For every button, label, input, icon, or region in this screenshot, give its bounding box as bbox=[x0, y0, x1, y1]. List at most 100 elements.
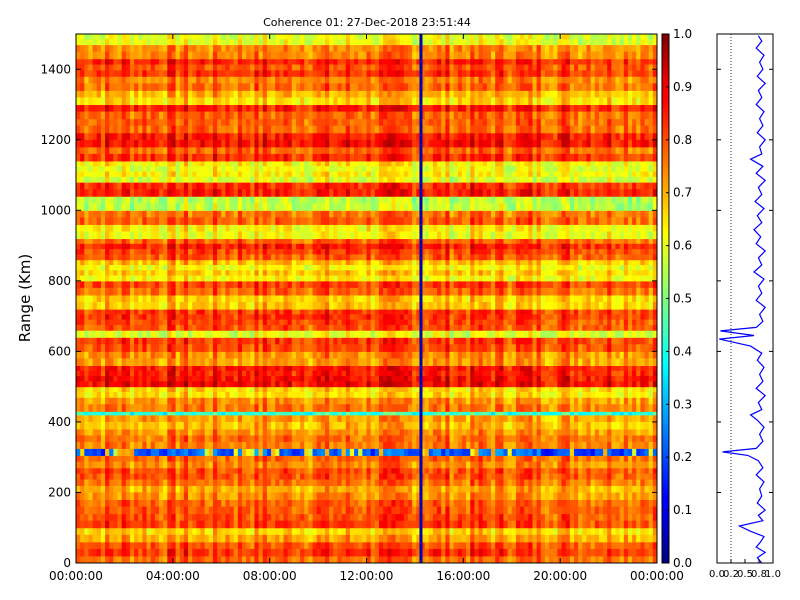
heatmap-cell bbox=[619, 548, 625, 557]
heatmap-cell bbox=[370, 435, 376, 443]
heatmap-cell bbox=[150, 448, 156, 456]
heatmap-cell bbox=[515, 548, 521, 557]
heatmap-cell bbox=[445, 548, 450, 557]
heatmap-cell bbox=[258, 421, 264, 430]
heatmap-cell bbox=[445, 441, 450, 449]
heatmap-cell bbox=[607, 534, 612, 543]
heatmap-cell bbox=[233, 534, 239, 543]
heatmap-cell bbox=[291, 428, 297, 436]
heatmap-cell bbox=[154, 455, 160, 463]
heatmap-cell bbox=[345, 527, 351, 536]
heatmap-cell bbox=[391, 520, 397, 529]
heatmap-cell bbox=[524, 520, 529, 529]
heatmap-cell bbox=[196, 534, 201, 543]
heatmap-cell bbox=[121, 479, 127, 486]
heatmap-cell bbox=[345, 370, 351, 377]
heatmap-cell bbox=[341, 555, 347, 564]
heatmap-cell bbox=[345, 397, 351, 405]
heatmap-cell bbox=[524, 376, 529, 382]
heatmap-cell bbox=[495, 411, 500, 416]
heatmap-cell bbox=[171, 555, 177, 564]
heatmap-cell bbox=[598, 455, 604, 463]
heatmap-cell bbox=[154, 330, 160, 338]
heatmap-cell bbox=[125, 344, 131, 352]
heatmap-cell bbox=[574, 397, 579, 405]
heatmap-cell bbox=[607, 404, 612, 412]
heatmap-cell bbox=[441, 555, 446, 564]
heatmap-cell bbox=[337, 527, 343, 536]
heatmap-cell bbox=[478, 473, 484, 481]
heatmap-cell bbox=[217, 404, 222, 412]
heatmap-cell bbox=[159, 414, 164, 423]
heatmap-cell bbox=[549, 428, 554, 436]
heatmap-cell bbox=[316, 376, 322, 382]
heatmap-cell bbox=[383, 448, 388, 456]
heatmap-cell bbox=[308, 527, 314, 536]
heatmap-cell bbox=[109, 513, 114, 522]
heatmap-cell bbox=[524, 351, 529, 359]
heatmap-cell bbox=[320, 391, 326, 398]
heatmap-cell bbox=[183, 534, 189, 543]
heatmap-cell bbox=[279, 351, 284, 359]
heatmap-cell bbox=[574, 435, 579, 443]
heatmap-cell bbox=[320, 381, 326, 388]
heatmap-cell bbox=[217, 351, 222, 359]
heatmap-cell bbox=[246, 492, 251, 501]
heatmap-cell bbox=[200, 370, 206, 377]
heatmap-cell bbox=[171, 492, 177, 501]
heatmap-cell bbox=[100, 448, 106, 456]
heatmap-cell bbox=[374, 548, 380, 557]
heatmap-cell bbox=[420, 381, 426, 388]
heatmap-cell bbox=[627, 344, 633, 352]
heatmap-cell bbox=[461, 337, 467, 345]
heatmap-cell bbox=[345, 455, 351, 463]
heatmap-cell bbox=[627, 455, 633, 463]
heatmap-cell bbox=[366, 520, 372, 529]
heatmap-cell bbox=[175, 506, 181, 515]
heatmap-cell bbox=[134, 506, 139, 515]
heatmap-cell bbox=[424, 467, 430, 475]
heatmap-cell bbox=[250, 411, 255, 416]
heatmap-cell bbox=[129, 344, 135, 352]
heatmap-cell bbox=[88, 548, 94, 557]
heatmap-cell bbox=[553, 467, 558, 475]
heatmap-cell bbox=[557, 527, 563, 536]
heatmap-cell bbox=[474, 499, 480, 508]
heatmap-cell bbox=[486, 411, 492, 416]
heatmap-cell bbox=[569, 461, 575, 469]
heatmap-cell bbox=[424, 376, 430, 382]
heatmap-cell bbox=[129, 513, 135, 522]
heatmap-cell bbox=[138, 370, 143, 377]
heatmap-cell bbox=[159, 455, 164, 463]
heatmap-cell bbox=[565, 376, 571, 382]
heatmap-cell bbox=[242, 485, 247, 493]
heatmap-cell bbox=[441, 391, 446, 398]
heatmap-cell bbox=[271, 381, 276, 388]
heatmap-cell bbox=[383, 428, 388, 436]
heatmap-cell bbox=[84, 541, 89, 550]
heatmap-cell bbox=[478, 455, 484, 463]
heatmap-cell bbox=[92, 467, 98, 475]
heatmap-cell bbox=[491, 541, 496, 550]
heatmap-cell bbox=[354, 461, 359, 469]
heatmap-cell bbox=[520, 520, 525, 529]
heatmap-cell bbox=[212, 513, 218, 522]
heatmap-cell bbox=[358, 411, 363, 416]
heatmap-cell bbox=[316, 555, 322, 564]
heatmap-cell bbox=[582, 473, 587, 481]
heatmap-cell bbox=[341, 344, 347, 352]
heatmap-cell bbox=[142, 499, 148, 508]
heatmap-cell bbox=[262, 499, 268, 508]
heatmap-cell bbox=[229, 455, 235, 463]
heatmap-cell bbox=[549, 548, 554, 557]
heatmap-cell bbox=[565, 344, 571, 352]
heatmap-cell bbox=[254, 455, 260, 463]
heatmap-cell bbox=[623, 428, 629, 436]
heatmap-cell bbox=[183, 506, 189, 515]
heatmap-cell bbox=[590, 386, 596, 393]
heatmap-cell bbox=[565, 448, 571, 456]
heatmap-cell bbox=[100, 358, 106, 366]
heatmap-cell bbox=[200, 344, 206, 352]
heatmap-cell bbox=[445, 428, 450, 436]
heatmap-cell bbox=[129, 506, 135, 515]
